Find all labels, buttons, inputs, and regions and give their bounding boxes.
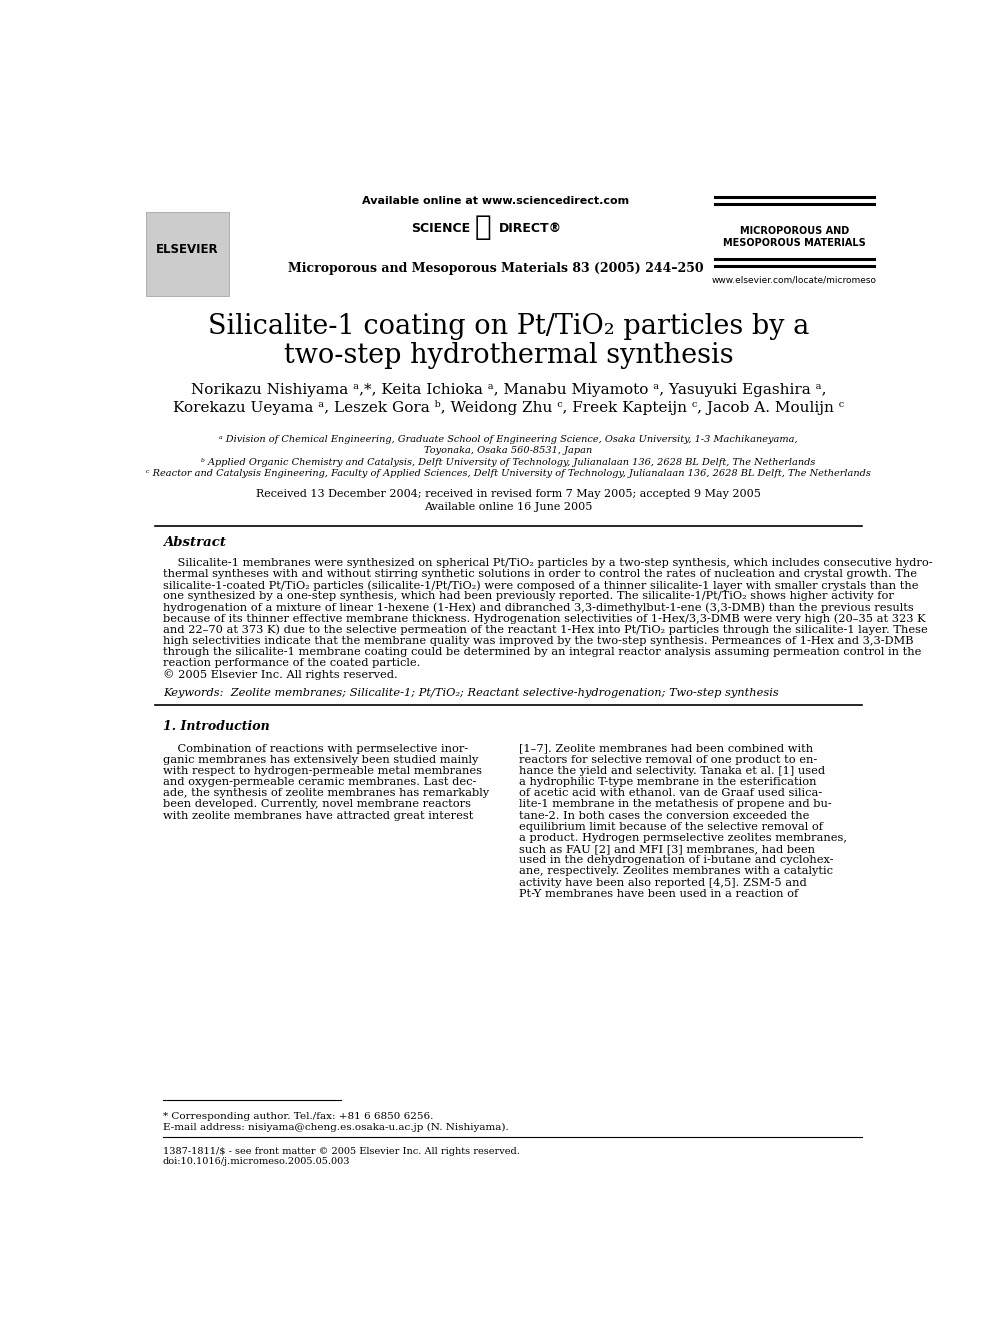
Text: equilibrium limit because of the selective removal of: equilibrium limit because of the selecti… xyxy=(519,822,823,832)
Text: because of its thinner effective membrane thickness. Hydrogenation selectivities: because of its thinner effective membran… xyxy=(163,614,926,624)
Text: MESOPOROUS MATERIALS: MESOPOROUS MATERIALS xyxy=(723,238,866,247)
Text: Norikazu Nishiyama ᵃ,*, Keita Ichioka ᵃ, Manabu Miyamoto ᵃ, Yasuyuki Egashira ᵃ,: Norikazu Nishiyama ᵃ,*, Keita Ichioka ᵃ,… xyxy=(190,382,826,397)
Text: MICROPOROUS AND: MICROPOROUS AND xyxy=(740,226,849,235)
Text: thermal syntheses with and without stirring synthetic solutions in order to cont: thermal syntheses with and without stirr… xyxy=(163,569,917,578)
Text: been developed. Currently, novel membrane reactors: been developed. Currently, novel membran… xyxy=(163,799,471,810)
Text: Combination of reactions with permselective inor-: Combination of reactions with permselect… xyxy=(163,744,468,754)
Text: doi:10.1016/j.micromeso.2005.05.003: doi:10.1016/j.micromeso.2005.05.003 xyxy=(163,1158,350,1167)
Text: hydrogenation of a mixture of linear 1-hexene (1-Hex) and dibranched 3,3-dimethy: hydrogenation of a mixture of linear 1-h… xyxy=(163,602,914,613)
Text: © 2005 Elsevier Inc. All rights reserved.: © 2005 Elsevier Inc. All rights reserved… xyxy=(163,669,398,680)
Text: of acetic acid with ethanol. van de Graaf used silica-: of acetic acid with ethanol. van de Graa… xyxy=(519,789,822,798)
Text: E-mail address: nisiyama@cheng.es.osaka-u.ac.jp (N. Nishiyama).: E-mail address: nisiyama@cheng.es.osaka-… xyxy=(163,1123,509,1132)
Bar xyxy=(146,212,229,296)
Text: Silicalite-1 coating on Pt/TiO₂ particles by a: Silicalite-1 coating on Pt/TiO₂ particle… xyxy=(207,314,809,340)
Text: Microporous and Mesoporous Materials 83 (2005) 244–250: Microporous and Mesoporous Materials 83 … xyxy=(289,262,703,275)
Text: ganic membranes has extensively been studied mainly: ganic membranes has extensively been stu… xyxy=(163,754,478,765)
Text: ELSEVIER: ELSEVIER xyxy=(156,243,219,257)
Text: activity have been also reported [4,5]. ZSM-5 and: activity have been also reported [4,5]. … xyxy=(519,877,807,888)
Text: and 22–70 at 373 K) due to the selective permeation of the reactant 1-Hex into P: and 22–70 at 373 K) due to the selective… xyxy=(163,624,928,635)
Text: www.elsevier.com/locate/micromeso: www.elsevier.com/locate/micromeso xyxy=(712,275,877,284)
Text: lite-1 membrane in the metathesis of propene and bu-: lite-1 membrane in the metathesis of pro… xyxy=(519,799,832,810)
Text: SCIENCE: SCIENCE xyxy=(411,221,470,234)
Text: Pt-Y membranes have been used in a reaction of: Pt-Y membranes have been used in a react… xyxy=(519,889,799,898)
Text: one synthesized by a one-step synthesis, which had been previously reported. The: one synthesized by a one-step synthesis,… xyxy=(163,591,894,601)
Text: ⓓ: ⓓ xyxy=(474,213,491,241)
Text: with zeolite membranes have attracted great interest: with zeolite membranes have attracted gr… xyxy=(163,811,473,820)
Text: DIRECT®: DIRECT® xyxy=(499,221,561,234)
Text: Available online 16 June 2005: Available online 16 June 2005 xyxy=(425,501,592,512)
Text: Keywords:  Zeolite membranes; Silicalite-1; Pt/TiO₂; Reactant selective-hydrogen: Keywords: Zeolite membranes; Silicalite-… xyxy=(163,688,779,699)
Text: a product. Hydrogen permselective zeolites membranes,: a product. Hydrogen permselective zeolit… xyxy=(519,833,847,843)
Text: Toyonaka, Osaka 560-8531, Japan: Toyonaka, Osaka 560-8531, Japan xyxy=(425,446,592,455)
Text: tane-2. In both cases the conversion exceeded the: tane-2. In both cases the conversion exc… xyxy=(519,811,809,820)
Text: ade, the synthesis of zeolite membranes has remarkably: ade, the synthesis of zeolite membranes … xyxy=(163,789,489,798)
Text: reaction performance of the coated particle.: reaction performance of the coated parti… xyxy=(163,658,421,668)
Text: 1. Introduction: 1. Introduction xyxy=(163,720,270,733)
Text: Silicalite-1 membranes were synthesized on spherical Pt/TiO₂ particles by a two-: Silicalite-1 membranes were synthesized … xyxy=(163,557,932,568)
Text: 1387-1811/$ - see front matter © 2005 Elsevier Inc. All rights reserved.: 1387-1811/$ - see front matter © 2005 El… xyxy=(163,1147,520,1156)
Text: Received 13 December 2004; received in revised form 7 May 2005; accepted 9 May 2: Received 13 December 2004; received in r… xyxy=(256,490,761,500)
Text: * Corresponding author. Tel./fax: +81 6 6850 6256.: * Corresponding author. Tel./fax: +81 6 … xyxy=(163,1113,434,1121)
Text: reactors for selective removal of one product to en-: reactors for selective removal of one pr… xyxy=(519,754,817,765)
Text: used in the dehydrogenation of i-butane and cyclohex-: used in the dehydrogenation of i-butane … xyxy=(519,855,833,865)
Text: two-step hydrothermal synthesis: two-step hydrothermal synthesis xyxy=(284,341,733,369)
Text: ane, respectively. Zeolites membranes with a catalytic: ane, respectively. Zeolites membranes wi… xyxy=(519,867,833,876)
Text: ᶜ Reactor and Catalysis Engineering, Faculty of Applied Sciences, Delft Universi: ᶜ Reactor and Catalysis Engineering, Fac… xyxy=(146,470,871,478)
Text: a hydrophilic T-type membrane in the esterification: a hydrophilic T-type membrane in the est… xyxy=(519,777,816,787)
Text: such as FAU [2] and MFI [3] membranes, had been: such as FAU [2] and MFI [3] membranes, h… xyxy=(519,844,815,855)
Text: Korekazu Ueyama ᵃ, Leszek Gora ᵇ, Weidong Zhu ᶜ, Freek Kapteijn ᶜ, Jacob A. Moul: Korekazu Ueyama ᵃ, Leszek Gora ᵇ, Weidon… xyxy=(173,400,844,415)
Text: with respect to hydrogen-permeable metal membranes: with respect to hydrogen-permeable metal… xyxy=(163,766,482,775)
Text: silicalite-1-coated Pt/TiO₂ particles (silicalite-1/Pt/TiO₂) were composed of a : silicalite-1-coated Pt/TiO₂ particles (s… xyxy=(163,579,919,590)
Text: and oxygen-permeable ceramic membranes. Last dec-: and oxygen-permeable ceramic membranes. … xyxy=(163,777,476,787)
Text: ᵃ Division of Chemical Engineering, Graduate School of Engineering Science, Osak: ᵃ Division of Chemical Engineering, Grad… xyxy=(219,434,798,443)
Text: high selectivities indicate that the membrane quality was improved by the two-st: high selectivities indicate that the mem… xyxy=(163,636,914,646)
Text: hance the yield and selectivity. Tanaka et al. [1] used: hance the yield and selectivity. Tanaka … xyxy=(519,766,825,775)
Text: through the silicalite-1 membrane coating could be determined by an integral rea: through the silicalite-1 membrane coatin… xyxy=(163,647,922,658)
Text: Abstract: Abstract xyxy=(163,536,226,549)
Text: [1–7]. Zeolite membranes had been combined with: [1–7]. Zeolite membranes had been combin… xyxy=(519,744,813,754)
Text: Available online at www.sciencedirect.com: Available online at www.sciencedirect.co… xyxy=(362,196,630,206)
Text: ᵇ Applied Organic Chemistry and Catalysis, Delft University of Technology, Julia: ᵇ Applied Organic Chemistry and Catalysi… xyxy=(201,458,815,467)
